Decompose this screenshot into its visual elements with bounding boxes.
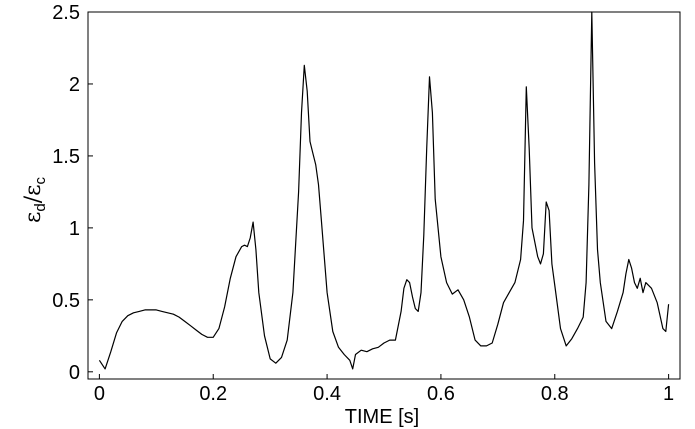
y-tick-label: 1.5 xyxy=(52,146,80,168)
x-tick-label: 0 xyxy=(94,383,105,405)
y-tick-label: 0.5 xyxy=(52,290,80,312)
x-tick-label: 0.2 xyxy=(199,383,227,405)
y-tick-label: 2 xyxy=(69,74,80,96)
x-axis-ticks: 0 0.2 0.4 0.6 0.8 1 xyxy=(94,374,674,405)
x-axis-label: TIME [s] xyxy=(345,406,419,428)
x-tick-label: 1 xyxy=(663,383,674,405)
y-tick-label: 0 xyxy=(69,362,80,384)
x-tick-label: 0.6 xyxy=(427,383,455,405)
y-tick-label: 1 xyxy=(69,218,80,240)
x-tick-label: 0.8 xyxy=(541,383,569,405)
plot-area-frame xyxy=(87,11,681,380)
y-axis-label: εd/εc xyxy=(21,176,49,223)
y-axis-ticks: 0 0.5 1 1.5 2 2.5 xyxy=(52,2,93,384)
series-line xyxy=(98,11,670,370)
x-tick-label: 0.4 xyxy=(313,383,341,405)
y-tick-label: 2.5 xyxy=(52,2,80,24)
